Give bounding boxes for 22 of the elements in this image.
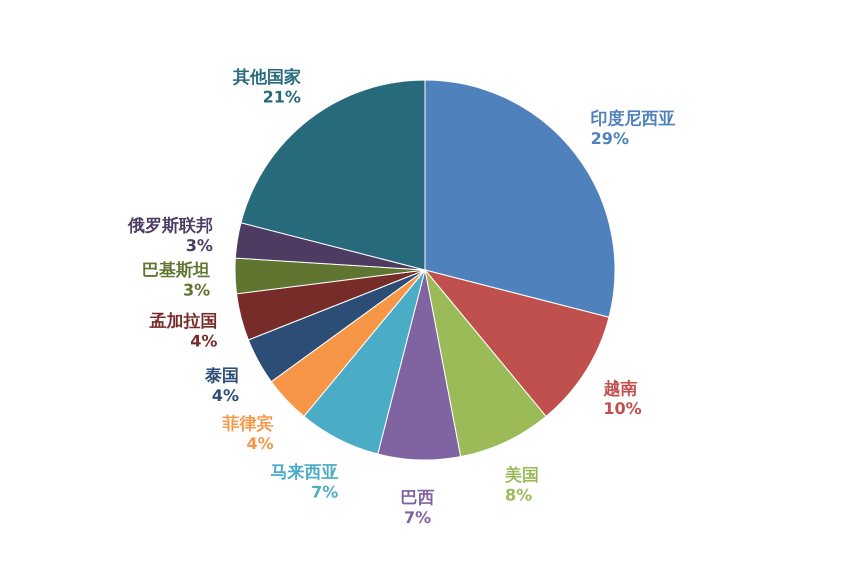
data-label: 7% [311,482,338,502]
slice-label: 美国 [504,466,540,486]
data-label: 3% [182,280,210,300]
slice-label: 印度尼西亚 [590,108,676,129]
data-label: 4% [246,434,274,453]
slice-label: 马来西亚 [270,462,338,482]
slice-label: 巴基斯坦 [142,260,210,280]
slice-label: 菲律宾 [222,414,274,434]
slice-label: 越南 [602,378,638,399]
data-label: 21% [262,87,301,106]
data-label: 29% [590,128,629,148]
data-label: 4% [190,331,218,350]
slice-label: 其他国家 [232,67,301,88]
data-label: 7% [404,508,432,527]
slice-label: 孟加拉国 [148,311,218,332]
data-label: 3% [186,236,213,256]
slice-label: 巴西 [400,488,435,508]
data-label: 4% [212,386,240,406]
slice-label: 俄罗斯联邦 [126,216,213,236]
slice-label: 泰国 [204,366,240,386]
data-label: 8% [505,486,532,505]
data-label: 10% [603,398,642,418]
